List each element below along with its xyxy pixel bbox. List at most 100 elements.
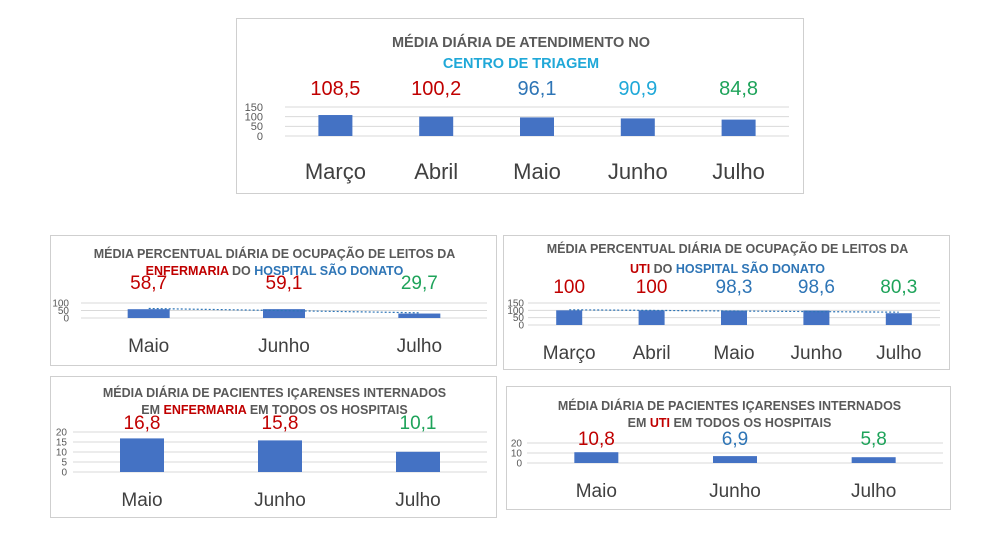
chart-title-run: MÉDIA PERCENTUAL DIÁRIA DE OCUPAÇÃO DE L… xyxy=(94,246,456,261)
chart-title-line: MÉDIA PERCENTUAL DIÁRIA DE OCUPAÇÃO DE L… xyxy=(547,241,909,256)
bar xyxy=(263,309,305,318)
bar xyxy=(713,456,757,463)
chart-title-line: MÉDIA DIÁRIA DE PACIENTES IÇARENSES INTE… xyxy=(103,385,446,400)
data-label: 84,8 xyxy=(719,78,758,100)
category-label: Junho xyxy=(254,490,306,511)
chart-title-run: DO xyxy=(650,262,676,276)
bar xyxy=(620,118,655,136)
y-tick-label: 50 xyxy=(513,313,525,324)
chart-title-run: UTI xyxy=(630,262,650,276)
trendline xyxy=(569,309,899,313)
y-tick-label: 20 xyxy=(56,428,68,439)
chart-panel-uti-ocupacao: MÉDIA PERCENTUAL DIÁRIA DE OCUPAÇÃO DE L… xyxy=(503,235,950,370)
bar xyxy=(318,115,353,136)
y-tick-label: 150 xyxy=(507,299,524,310)
chart-title-line: EM ENFERMARIA EM TODOS OS HOSPITAIS xyxy=(141,403,407,417)
chart-title-run: DO xyxy=(229,264,255,278)
bar xyxy=(721,310,747,325)
chart-enfermaria-pacientes: MÉDIA DIÁRIA DE PACIENTES IÇARENSES INTE… xyxy=(56,385,487,511)
y-tick-label: 0 xyxy=(518,321,524,332)
chart-title-run: HOSPITAL SÃO DONATO xyxy=(254,263,403,278)
chart-uti-pacientes: MÉDIA DIÁRIA DE PACIENTES IÇARENSES INTE… xyxy=(511,398,943,502)
y-tick-label: 100 xyxy=(52,299,69,310)
data-label: 100 xyxy=(553,277,585,298)
y-tick-label: 0 xyxy=(61,468,67,479)
bar xyxy=(574,452,619,463)
bar xyxy=(851,457,896,463)
data-label: 80,3 xyxy=(880,277,917,298)
category-label: Março xyxy=(543,343,596,364)
category-label: Maio xyxy=(128,336,169,357)
chart-title-run: UTI xyxy=(650,416,670,430)
y-tick-label: 0 xyxy=(516,459,522,470)
y-tick-label: 15 xyxy=(56,438,68,449)
bar xyxy=(885,313,912,325)
data-label: 100,2 xyxy=(411,78,461,100)
y-tick-label: 50 xyxy=(58,306,70,317)
category-label: Junho xyxy=(709,481,761,502)
category-label: Junho xyxy=(791,343,843,364)
data-label: 29,7 xyxy=(401,273,438,294)
y-tick-label: 0 xyxy=(257,131,263,143)
chart-title-line: MÉDIA PERCENTUAL DIÁRIA DE OCUPAÇÃO DE L… xyxy=(94,246,456,261)
y-tick-label: 10 xyxy=(56,448,68,459)
bar xyxy=(721,119,756,136)
y-tick-label: 100 xyxy=(245,112,263,124)
category-label: Março xyxy=(305,159,366,184)
chart-title-run: EM xyxy=(141,403,163,417)
chart-title-run: ENFERMARIA xyxy=(163,403,246,417)
data-label: 58,7 xyxy=(130,273,167,294)
bar xyxy=(556,310,583,325)
y-tick-label: 150 xyxy=(245,102,263,114)
category-label: Julho xyxy=(851,481,896,502)
chart-title-run: ENFERMARIA xyxy=(146,264,229,278)
chart-title-run: MÉDIA DIÁRIA DE ATENDIMENTO NO xyxy=(392,34,650,51)
bar xyxy=(127,309,170,318)
category-label: Julho xyxy=(876,343,921,364)
chart-title-run: MÉDIA DIÁRIA DE PACIENTES IÇARENSES INTE… xyxy=(103,385,446,400)
data-label: 98,3 xyxy=(716,277,753,298)
chart-title-line: CENTRO DE TRIAGEM xyxy=(443,56,599,72)
category-label: Maio xyxy=(576,481,617,502)
chart-title-line: MÉDIA DIÁRIA DE ATENDIMENTO NO xyxy=(392,34,650,51)
chart-enfermaria-ocupacao: MÉDIA PERCENTUAL DIÁRIA DE OCUPAÇÃO DE L… xyxy=(52,246,487,357)
data-label: 59,1 xyxy=(266,273,303,294)
y-tick-label: 50 xyxy=(251,121,263,133)
data-label: 100 xyxy=(636,277,668,298)
bar xyxy=(120,438,164,472)
data-label: 5,8 xyxy=(860,429,886,450)
chart-title-run: HOSPITAL SÃO DONATO xyxy=(676,261,825,276)
bar xyxy=(803,310,830,325)
chart-panel-enfermaria-pacientes: MÉDIA DIÁRIA DE PACIENTES IÇARENSES INTE… xyxy=(50,376,497,518)
category-label: Maio xyxy=(513,159,561,184)
data-label: 10,1 xyxy=(400,413,437,434)
bar xyxy=(398,313,441,318)
chart-triagem: MÉDIA DIÁRIA DE ATENDIMENTO NO CENTRO DE … xyxy=(245,34,789,184)
y-tick-label: 10 xyxy=(511,449,523,460)
chart-title-line: MÉDIA DIÁRIA DE PACIENTES IÇARENSES INTE… xyxy=(558,398,901,413)
y-tick-label: 0 xyxy=(63,314,69,325)
category-label: Abril xyxy=(633,343,671,364)
chart-title-line: EM UTI EM TODOS OS HOSPITAIS xyxy=(628,416,832,430)
trendline xyxy=(148,307,420,314)
chart-title-run: MÉDIA PERCENTUAL DIÁRIA DE OCUPAÇÃO DE L… xyxy=(547,241,909,256)
chart-title-run: EM TODOS OS HOSPITAIS xyxy=(670,416,831,430)
bar xyxy=(638,310,665,325)
bar xyxy=(520,117,554,136)
chart-panel-uti-pacientes: MÉDIA DIÁRIA DE PACIENTES IÇARENSES INTE… xyxy=(506,386,951,510)
chart-panel-triagem: MÉDIA DIÁRIA DE ATENDIMENTO NO CENTRO DE … xyxy=(236,18,804,194)
category-label: Julho xyxy=(712,159,765,184)
chart-title-line: UTI DO HOSPITAL SÃO DONATO xyxy=(630,261,825,276)
bar xyxy=(419,116,454,136)
category-label: Maio xyxy=(713,343,754,364)
category-label: Junho xyxy=(608,159,668,184)
data-label: 98,6 xyxy=(798,277,835,298)
chart-panel-enfermaria-ocupacao: MÉDIA PERCENTUAL DIÁRIA DE OCUPAÇÃO DE L… xyxy=(50,235,497,366)
bar xyxy=(258,440,302,472)
y-tick-label: 5 xyxy=(61,458,67,469)
bar xyxy=(396,451,440,472)
category-label: Abril xyxy=(414,159,458,184)
data-label: 6,9 xyxy=(722,429,748,450)
data-label: 16,8 xyxy=(124,413,161,434)
data-label: 96,1 xyxy=(518,78,557,100)
